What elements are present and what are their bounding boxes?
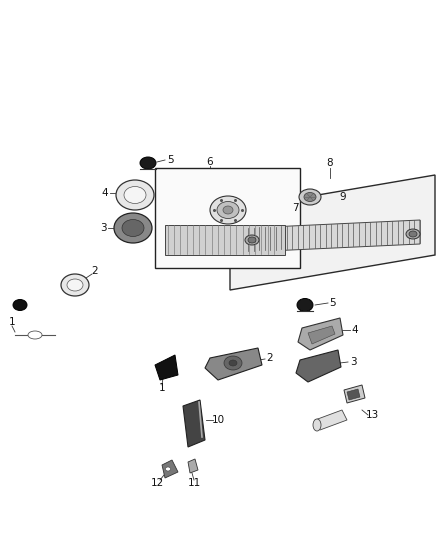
Ellipse shape bbox=[13, 300, 27, 311]
Text: 4: 4 bbox=[102, 188, 108, 198]
Ellipse shape bbox=[140, 157, 156, 169]
Text: 5: 5 bbox=[167, 155, 173, 165]
Text: 12: 12 bbox=[150, 478, 164, 488]
Ellipse shape bbox=[217, 201, 239, 219]
Text: 2: 2 bbox=[92, 266, 98, 276]
Ellipse shape bbox=[224, 356, 242, 370]
Ellipse shape bbox=[124, 187, 146, 204]
Ellipse shape bbox=[223, 206, 233, 214]
Ellipse shape bbox=[116, 180, 154, 210]
Ellipse shape bbox=[409, 231, 417, 237]
Text: 3: 3 bbox=[100, 223, 106, 233]
Polygon shape bbox=[347, 389, 360, 400]
Text: 13: 13 bbox=[365, 410, 378, 420]
Ellipse shape bbox=[304, 192, 316, 201]
Ellipse shape bbox=[61, 274, 89, 296]
Ellipse shape bbox=[28, 331, 42, 339]
Text: 4: 4 bbox=[352, 325, 358, 335]
Polygon shape bbox=[155, 355, 178, 380]
Text: 2: 2 bbox=[267, 353, 273, 363]
Polygon shape bbox=[162, 460, 178, 478]
Ellipse shape bbox=[166, 467, 170, 471]
Text: 6: 6 bbox=[207, 157, 213, 167]
Polygon shape bbox=[315, 410, 347, 430]
Polygon shape bbox=[344, 385, 365, 403]
Ellipse shape bbox=[406, 229, 420, 239]
Text: 1: 1 bbox=[159, 383, 165, 393]
Polygon shape bbox=[298, 318, 343, 350]
Text: 8: 8 bbox=[327, 158, 333, 168]
Polygon shape bbox=[165, 225, 285, 255]
Ellipse shape bbox=[67, 279, 83, 291]
Ellipse shape bbox=[313, 419, 321, 431]
Text: 3: 3 bbox=[350, 357, 356, 367]
Ellipse shape bbox=[245, 235, 259, 245]
Text: 7: 7 bbox=[292, 203, 298, 213]
Ellipse shape bbox=[299, 189, 321, 205]
Ellipse shape bbox=[248, 237, 256, 243]
Ellipse shape bbox=[122, 220, 144, 237]
Polygon shape bbox=[188, 459, 198, 473]
Polygon shape bbox=[230, 175, 435, 290]
Text: 9: 9 bbox=[340, 192, 346, 202]
Text: 5: 5 bbox=[330, 298, 336, 308]
Ellipse shape bbox=[229, 360, 237, 366]
Polygon shape bbox=[248, 220, 420, 252]
Ellipse shape bbox=[297, 298, 313, 311]
Text: 10: 10 bbox=[212, 415, 225, 425]
Text: 1: 1 bbox=[9, 317, 15, 327]
FancyBboxPatch shape bbox=[155, 168, 300, 268]
Polygon shape bbox=[205, 348, 262, 380]
Text: 11: 11 bbox=[187, 478, 201, 488]
Polygon shape bbox=[308, 326, 335, 344]
Polygon shape bbox=[183, 400, 205, 447]
Ellipse shape bbox=[210, 196, 246, 224]
Ellipse shape bbox=[114, 213, 152, 243]
Polygon shape bbox=[296, 350, 341, 382]
